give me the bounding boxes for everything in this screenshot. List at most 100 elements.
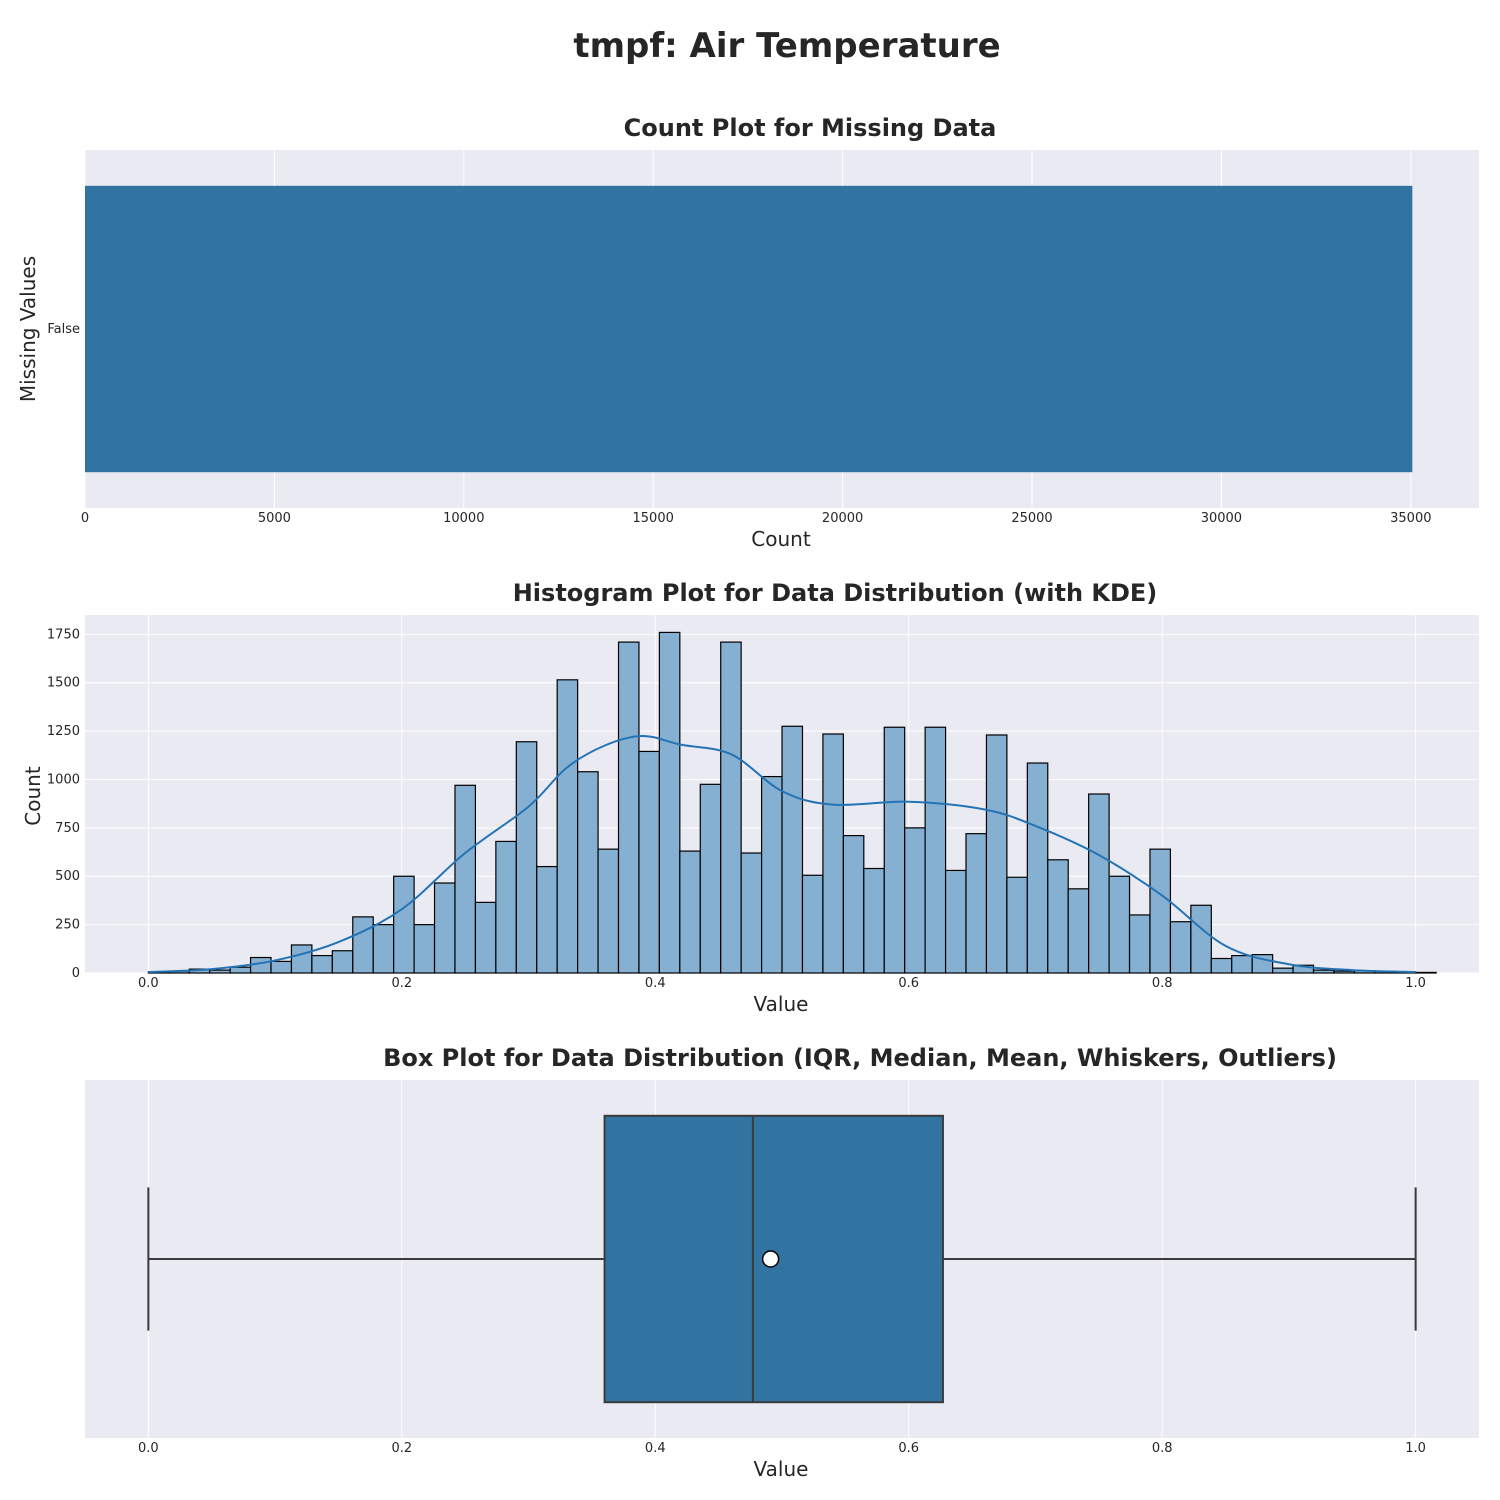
count-plot-x-tick-label: 25000 bbox=[1011, 511, 1052, 526]
histogram-bar bbox=[944, 869, 967, 974]
histogram-bar bbox=[760, 775, 783, 974]
histogram-bar bbox=[842, 835, 865, 974]
mean-marker bbox=[761, 1250, 780, 1268]
count-bar bbox=[85, 185, 1413, 473]
histogram-bar bbox=[229, 966, 252, 974]
box-plot-x-tick-label: 0.6 bbox=[898, 1441, 919, 1456]
box-plot-x-tick-label: 0.4 bbox=[645, 1441, 666, 1456]
count-plot-bars bbox=[85, 185, 1413, 473]
histogram-bar bbox=[1272, 967, 1294, 974]
count-plot-x-tick-label: 0 bbox=[81, 511, 89, 526]
count-plot-y-tick-label: False bbox=[47, 322, 80, 337]
histogram-y-label: Count bbox=[21, 766, 45, 826]
histogram-y-tick-label: 0 bbox=[72, 966, 80, 981]
histogram-bar bbox=[1006, 876, 1028, 974]
count-plot-title: Count Plot for Missing Data bbox=[624, 114, 997, 142]
histogram-x-tick-label: 0.8 bbox=[1152, 976, 1173, 991]
histogram-bar bbox=[1415, 971, 1437, 974]
histogram-y-tick-label: 500 bbox=[55, 869, 80, 884]
histogram-bar bbox=[1333, 970, 1355, 974]
histogram-y-tick-label: 1250 bbox=[47, 724, 80, 739]
histogram-bar bbox=[556, 679, 579, 974]
histogram-bar bbox=[679, 850, 701, 974]
histogram-bar bbox=[822, 733, 844, 974]
count-plot-x-tick-label: 10000 bbox=[443, 511, 484, 526]
histogram-bar bbox=[433, 882, 456, 974]
histogram-bar bbox=[597, 848, 620, 974]
box-plot-x-tick-label: 0.0 bbox=[138, 1441, 159, 1456]
histogram-bar bbox=[290, 944, 313, 974]
histogram-bar bbox=[270, 960, 293, 974]
histogram-bar bbox=[474, 901, 497, 974]
histogram-bar bbox=[883, 726, 906, 974]
histogram-bar bbox=[924, 726, 947, 974]
histogram-x-tick-label: 0.0 bbox=[138, 976, 159, 991]
histogram-y-tick-label: 250 bbox=[55, 918, 80, 933]
histogram-x-label: Value bbox=[754, 992, 809, 1016]
histogram-x-tick-label: 0.6 bbox=[898, 976, 919, 991]
kde-line bbox=[148, 734, 1416, 974]
histogram-title: Histogram Plot for Data Distribution (wi… bbox=[513, 579, 1158, 607]
histogram-x-tick-label: 1.0 bbox=[1405, 976, 1426, 991]
histogram-x-tick-labels: 0.0 0.2 0.4 0.6 0.8 1.0 bbox=[138, 976, 1426, 991]
histogram-bar bbox=[311, 954, 333, 974]
histogram-bar bbox=[1128, 914, 1151, 974]
box-plot-x-label: Value bbox=[754, 1457, 809, 1481]
histogram-bar bbox=[1169, 921, 1192, 974]
box-plot-marks bbox=[147, 1114, 1417, 1404]
histogram-bar bbox=[720, 641, 742, 974]
histogram-bar bbox=[1292, 964, 1315, 974]
histogram-bar bbox=[536, 865, 558, 974]
box-plot-x-tick-label: 1.0 bbox=[1405, 1441, 1426, 1456]
histogram-bar bbox=[1312, 969, 1335, 974]
histogram-kde bbox=[148, 734, 1416, 974]
histogram-bar bbox=[781, 725, 804, 974]
histogram-bar bbox=[965, 833, 988, 974]
count-plot: 0 5000 10000 15000 20000 25000 30000 35000 Fals… bbox=[16, 114, 1479, 551]
count-plot-y-label: Missing Values bbox=[16, 256, 40, 402]
histogram-bar bbox=[577, 771, 599, 974]
histogram-bar bbox=[740, 852, 763, 974]
histogram-bar bbox=[1231, 954, 1253, 974]
histogram-bar bbox=[1210, 957, 1233, 974]
count-plot-x-tick-label: 5000 bbox=[258, 511, 291, 526]
count-plot-x-tick-label: 35000 bbox=[1390, 511, 1431, 526]
histogram-bars bbox=[147, 631, 1437, 974]
histogram-bar bbox=[801, 874, 824, 974]
histogram-bar bbox=[393, 875, 415, 974]
histogram-bar bbox=[863, 867, 885, 974]
histogram-bar bbox=[209, 969, 231, 974]
histogram-bar bbox=[658, 631, 681, 974]
figure-title: tmpf: Air Temperature bbox=[573, 26, 1000, 66]
histogram-bar bbox=[454, 784, 477, 974]
histogram-y-tick-label: 1750 bbox=[47, 627, 80, 642]
histogram-bar bbox=[495, 840, 517, 974]
histogram-bar bbox=[372, 924, 395, 974]
count-plot-x-label: Count bbox=[751, 527, 811, 551]
histogram-y-tick-label: 1500 bbox=[47, 676, 80, 691]
histogram-plot: 0.0 0.2 0.4 0.6 0.8 1.0 0 250 500 750 1000 1250 150… bbox=[21, 579, 1479, 1016]
histogram-bar bbox=[985, 734, 1008, 974]
histogram-bar bbox=[1026, 762, 1049, 974]
histogram-bar bbox=[331, 950, 354, 974]
histogram-bar bbox=[1067, 888, 1090, 974]
count-plot-x-tick-label: 20000 bbox=[822, 511, 863, 526]
histogram-bar bbox=[1108, 875, 1131, 974]
histogram-bar bbox=[515, 741, 538, 974]
count-plot-y-tick-labels: False bbox=[47, 322, 80, 337]
histogram-x-tick-label: 0.2 bbox=[391, 976, 412, 991]
histogram-bar bbox=[1149, 848, 1172, 974]
histogram-bar bbox=[1190, 904, 1212, 974]
count-plot-x-tick-label: 30000 bbox=[1201, 511, 1242, 526]
box-plot-x-tick-label: 0.2 bbox=[391, 1441, 412, 1456]
histogram-bar bbox=[699, 783, 722, 974]
histogram-bar bbox=[1047, 859, 1069, 974]
histogram-bar bbox=[1088, 793, 1110, 974]
histogram-bar bbox=[638, 750, 660, 974]
histogram-bar bbox=[413, 924, 436, 974]
count-plot-x-tick-label: 15000 bbox=[633, 511, 674, 526]
histogram-y-tick-label: 750 bbox=[55, 821, 80, 836]
box-plot-x-tick-labels: 0.0 0.2 0.4 0.6 0.8 1.0 bbox=[138, 1441, 1426, 1456]
histogram-x-tick-label: 0.4 bbox=[645, 976, 666, 991]
